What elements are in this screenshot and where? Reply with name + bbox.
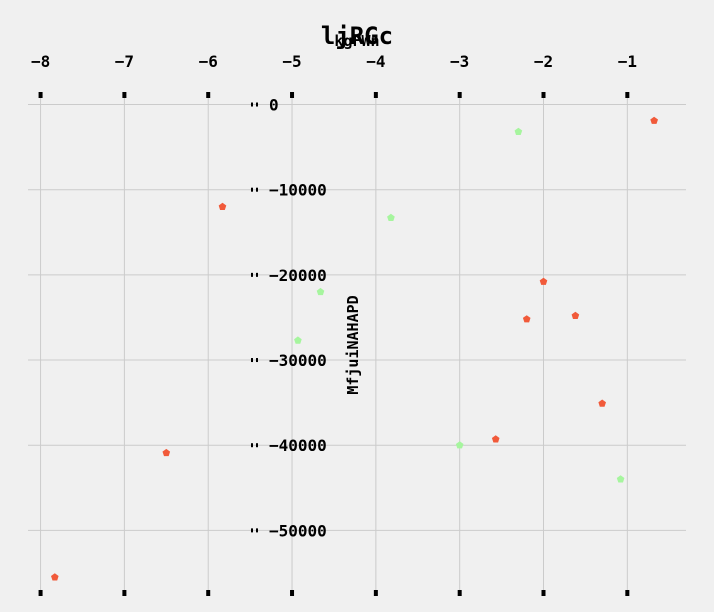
y-tick-label: −40000 [269,436,327,455]
data-point [522,315,531,323]
y-tick-mark [251,187,253,192]
x-tick-label: −7 [115,52,134,71]
data-point [491,435,500,443]
y-tick-mark [251,272,253,277]
data-point [514,127,523,135]
data-point [616,475,625,483]
x-tick-mark-bottom [373,590,378,596]
data-point [387,213,395,221]
x-tick-mark-bottom [625,590,630,596]
x-tick-mark-top [373,92,378,98]
y-tick-mark [251,102,253,107]
y-tick-label: −30000 [269,351,327,370]
x-tick-mark-bottom [541,590,546,596]
y-tick-mark [256,272,258,277]
x-tick-label: −6 [199,52,218,71]
data-point [598,399,606,407]
x-tick-mark-bottom [206,590,211,596]
data-point [571,311,580,319]
x-tick-label: −5 [282,52,301,71]
x-tick-mark-bottom [290,590,295,596]
x-tick-mark-top [122,92,127,98]
data-point [316,287,325,296]
y-tick-mark [251,358,253,363]
y-tick-mark [256,187,258,192]
x-axis-label: kgFWn [334,32,379,50]
data-points [51,116,658,581]
x-tick-label: −3 [450,52,469,71]
y-tick-mark [251,443,253,448]
data-point [539,277,548,285]
grid [28,96,686,590]
y-tick-label: 0 [269,96,279,115]
y-tick-mark [256,443,258,448]
x-tick-mark-top [457,92,462,98]
data-point [162,448,171,457]
x-axis-ticks: −8 −7 −6 −5 −4 −3 −2 −1 [31,52,637,596]
x-tick-mark-top [290,92,295,98]
y-tick-mark [256,528,258,533]
x-tick-mark-bottom [122,590,127,596]
x-tick-mark-bottom [38,590,43,596]
x-tick-mark-top [38,92,43,98]
chart-title: ljRGc [321,22,393,50]
x-tick-mark-top [541,92,546,98]
x-tick-label: −8 [31,52,50,71]
y-axis-ticks: 0 −10000 −20000 −30000 −40000 −50000 [251,96,327,540]
y-axis-label: MfjuiNAHAPD [344,295,362,394]
x-tick-label: −1 [618,52,637,71]
data-point [218,202,227,210]
y-tick-label: −10000 [269,181,327,200]
y-tick-mark [251,528,253,533]
x-tick-label: −2 [534,52,553,71]
x-tick-label: −4 [366,52,385,71]
y-tick-mark [256,358,258,363]
x-tick-mark-top [206,92,211,98]
y-tick-label: −50000 [269,521,327,540]
data-point [650,116,658,124]
y-tick-label: −20000 [269,266,327,285]
x-tick-mark-bottom [457,590,462,596]
data-point [51,573,59,581]
x-tick-mark-top [625,92,630,98]
data-point [455,441,464,449]
data-point [294,336,302,344]
y-tick-mark [256,102,258,107]
